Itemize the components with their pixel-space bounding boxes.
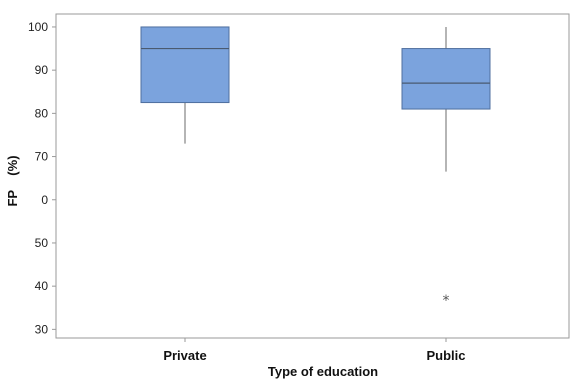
y-tick-label: 100 <box>28 20 48 34</box>
x-axis-title: Type of education <box>268 364 378 379</box>
boxes-layer: * <box>140 26 491 309</box>
y-axis-title: FP (%) <box>5 155 20 206</box>
public-box <box>401 48 491 110</box>
y-tick-label: 80 <box>35 106 49 120</box>
y-tick-label: 90 <box>35 63 49 77</box>
public-outlier-marker: * <box>443 293 450 309</box>
x-tick-label-public: Public <box>426 348 465 363</box>
y-tick-label: 0 <box>41 193 48 207</box>
y-axis: 100 90 80 70 0 50 40 30 <box>28 20 56 336</box>
x-axis: Private Public <box>163 338 466 363</box>
y-tick-label: 50 <box>35 236 49 250</box>
y-tick-label: 30 <box>35 322 49 336</box>
y-tick-label: 70 <box>35 150 49 164</box>
y-tick-label: 40 <box>35 279 49 293</box>
x-tick-label-private: Private <box>163 348 206 363</box>
private-box <box>140 26 230 104</box>
plot-frame <box>55 13 570 339</box>
